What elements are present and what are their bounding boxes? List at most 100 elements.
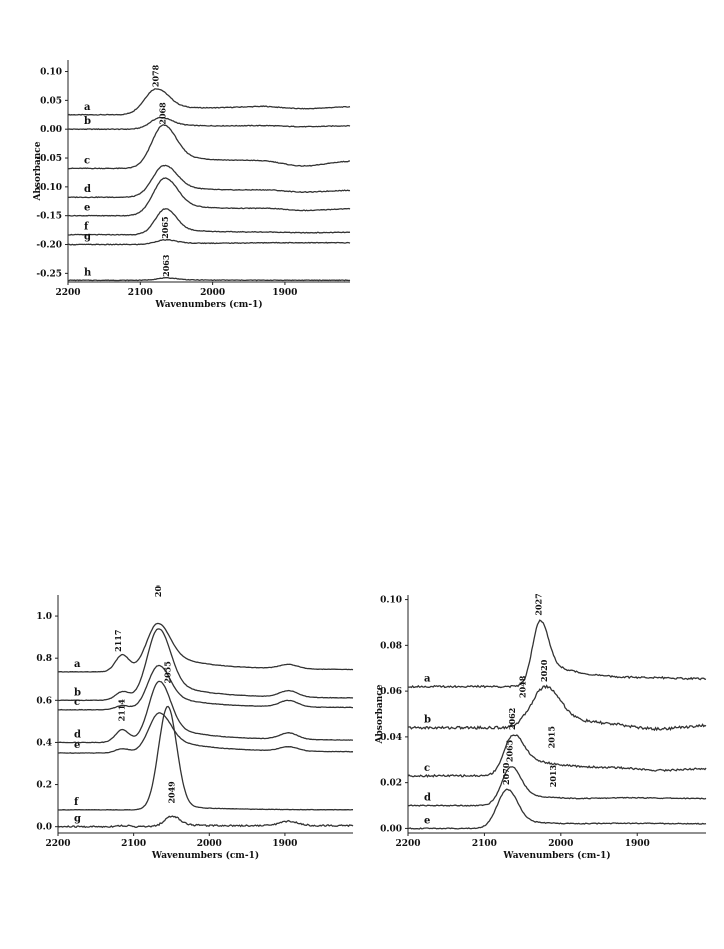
series-label-c: c	[84, 155, 90, 166]
series-line-c	[68, 124, 350, 170]
series-label-a: a	[74, 659, 81, 670]
chart-bottom-right-svg: 0.10 0.08 0.06 0.04 0.02 0.00 2200 2100 2000 1900…	[375, 593, 707, 861]
x-tick-label: 2200	[45, 839, 70, 849]
series-label-e: e	[74, 740, 80, 751]
series-line-b	[407, 684, 707, 732]
y-tick-label: -0.15	[36, 212, 62, 222]
series-line-b	[57, 628, 354, 702]
series-line-a	[58, 622, 354, 673]
peak-label: 2020	[539, 659, 549, 682]
series-line-e	[407, 788, 707, 830]
peak-label: 2013	[548, 765, 558, 788]
series-label-g: g	[74, 814, 81, 825]
x-axis-label: Wavenumbers (cm-1)	[154, 299, 262, 310]
x-tick-label: 2000	[200, 288, 225, 298]
y-tick-label: 0.2	[36, 781, 52, 791]
x-tick-label: 2100	[121, 839, 146, 849]
series-line-f	[68, 208, 351, 236]
series-label-c: c	[74, 697, 80, 708]
x-tick-label: 2000	[197, 839, 222, 849]
series-label-g: g	[84, 232, 91, 243]
series-line-c	[407, 734, 707, 778]
series-line-b	[67, 116, 351, 131]
y-tick-label: 0.10	[380, 596, 402, 606]
x-axis-label: Wavenumbers (cm-1)	[151, 850, 259, 861]
x-axis-label: Wavenumbers (cm-1)	[502, 850, 610, 861]
y-tick-label: -0.05	[36, 154, 62, 164]
peak-label: 2114	[117, 699, 127, 722]
series-label-b: b	[424, 715, 431, 726]
series-line-e	[67, 177, 351, 217]
series-label-h: h	[84, 267, 92, 278]
series-line-e	[58, 712, 354, 754]
series-label-a: a	[424, 674, 431, 685]
x-tick-label: 2000	[548, 839, 573, 849]
y-tick-label: -0.10	[36, 183, 62, 193]
peak-label: 2065	[505, 740, 515, 762]
peak-label: 2063	[161, 254, 171, 277]
series-line-d	[407, 766, 707, 807]
y-tick-label: 0.00	[40, 125, 62, 135]
x-tick-label: 1900	[272, 839, 297, 849]
y-axis-label: Absorbance	[375, 684, 385, 744]
peak-label: 2064	[153, 585, 163, 597]
x-tick-label: 2200	[55, 288, 80, 298]
x-tick-label: 2200	[395, 839, 420, 849]
series-label-f: f	[74, 797, 79, 808]
series-line-c	[57, 664, 353, 711]
y-tick-label: -0.25	[36, 269, 62, 279]
series-label-d: d	[74, 729, 81, 740]
series-label-c: c	[424, 763, 430, 774]
peak-label: 2078	[150, 64, 160, 87]
peak-label: 2049	[166, 781, 176, 804]
series-line-h	[68, 277, 351, 282]
series-line-a	[407, 619, 707, 689]
y-tick-label: 0.05	[40, 96, 62, 106]
series-line-d	[67, 164, 351, 199]
y-tick-label: 1.0	[36, 612, 52, 622]
y-tick-label: 0.8	[36, 654, 52, 664]
peak-label: 2068	[158, 102, 168, 125]
x-tick-label: 1900	[625, 839, 650, 849]
series-line-a	[67, 88, 351, 116]
series-label-b: b	[84, 116, 91, 127]
x-tick-label: 2100	[472, 839, 497, 849]
series-line-d	[57, 680, 353, 744]
series-line-g	[57, 815, 354, 829]
peak-label: 2048	[518, 675, 528, 698]
chart-bottom-left-svg: 1.0 0.8 0.6 0.4 0.2 0.0 2200 2100 2000 1900 Wavenu…	[36, 574, 354, 861]
peak-label: 2055	[163, 661, 173, 683]
series-line-f	[57, 705, 354, 811]
peak-label: 2070	[501, 762, 511, 785]
series-label-d: d	[84, 184, 91, 195]
y-tick-label: -0.20	[36, 241, 62, 251]
chart-panel-bottom-left: 1.0 0.8 0.6 0.4 0.2 0.0 2200 2100 2000 1900 Wavenu…	[20, 574, 360, 870]
series-label-d: d	[424, 793, 431, 804]
peak-label: 2027	[534, 593, 544, 615]
y-tick-label: 0.00	[380, 824, 402, 834]
y-tick-label: 0.04	[380, 733, 402, 743]
y-tick-label: 0.4	[36, 738, 52, 748]
peak-label: 2065	[160, 216, 170, 238]
series-label-a: a	[84, 102, 91, 113]
series-label-f: f	[84, 222, 89, 233]
y-tick-label: 0.08	[380, 641, 402, 651]
y-tick-label: 0.6	[36, 696, 52, 706]
series-label-e: e	[84, 203, 90, 214]
chart-top-svg: 0.10 0.05 0.00 -0.05 -0.10 -0.15 -0.20 -0.25 220…	[33, 60, 351, 310]
x-tick-label: 1900	[272, 288, 297, 298]
y-tick-label: 0.02	[380, 779, 402, 789]
peak-label: 2015	[547, 726, 557, 748]
y-tick-label: 0.06	[380, 687, 402, 697]
peak-label: 2117	[113, 630, 123, 652]
x-tick-label: 2100	[128, 288, 153, 298]
y-tick-label: 0.0	[36, 823, 52, 833]
series-label-b: b	[74, 687, 81, 698]
y-axis-label: Absorbance	[33, 141, 43, 201]
series-line-g	[67, 238, 351, 246]
y-tick-label: 0.10	[40, 68, 62, 78]
chart-panel-top: 0.10 0.05 0.00 -0.05 -0.10 -0.15 -0.20 -0.25 220…	[20, 50, 360, 315]
series-label-e: e	[424, 815, 430, 826]
chart-panel-bottom-right: 0.10 0.08 0.06 0.04 0.02 0.00 2200 2100 2000 1900…	[368, 585, 713, 870]
peak-label: 2062	[507, 708, 517, 730]
